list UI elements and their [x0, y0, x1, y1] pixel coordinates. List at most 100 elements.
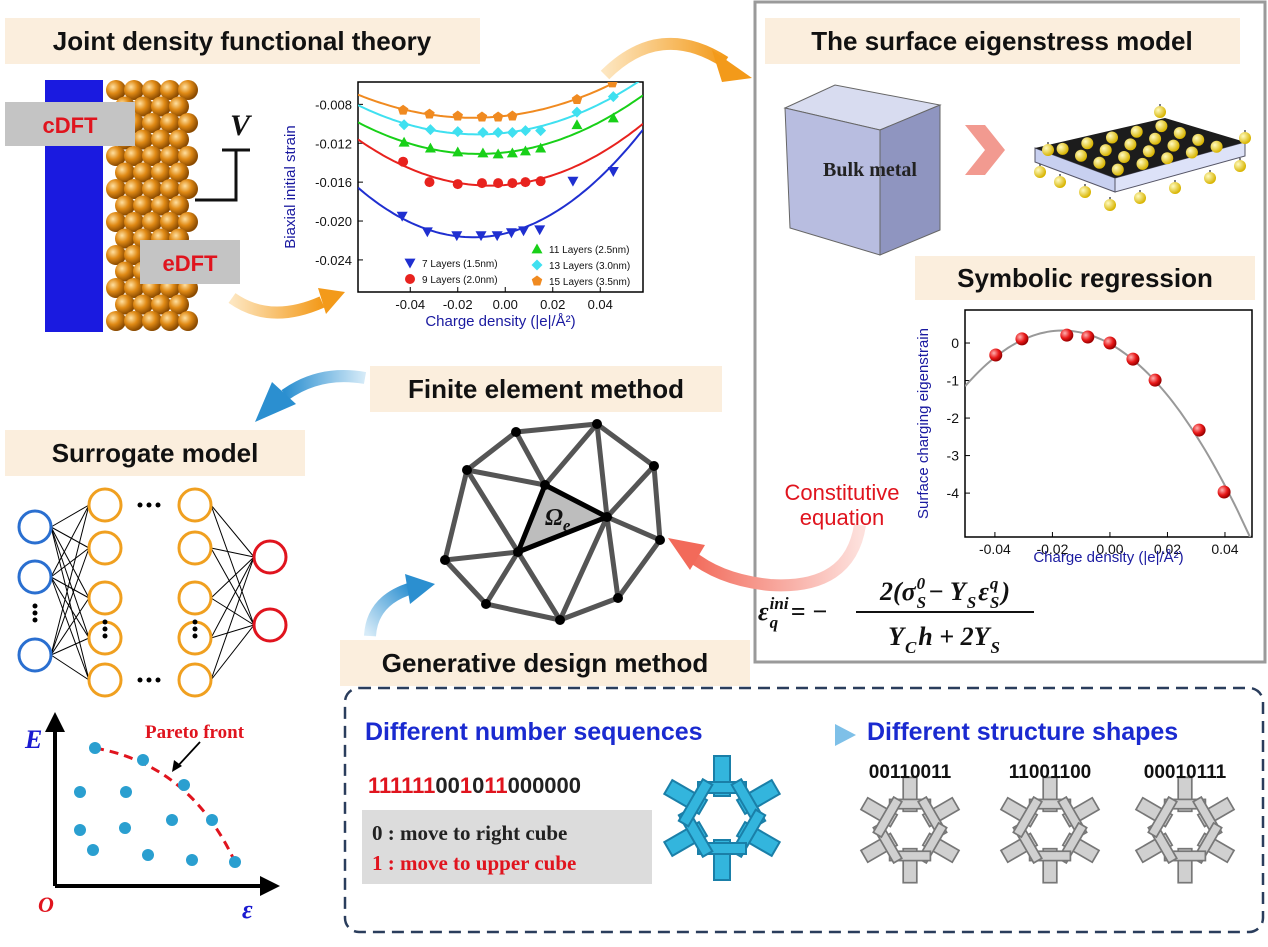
atom	[142, 212, 162, 232]
connection	[50, 504, 90, 528]
data-point	[421, 227, 433, 238]
sequence-part: 11	[484, 773, 507, 798]
element-label: Ωe	[545, 505, 571, 535]
data-point	[506, 147, 518, 158]
legend-marker	[531, 259, 543, 271]
data-point	[452, 146, 464, 157]
section-title: Symbolic regression	[957, 263, 1213, 293]
data-point	[397, 104, 409, 115]
data-point	[476, 111, 488, 122]
data-point	[507, 178, 518, 189]
atom	[169, 294, 189, 315]
data-point	[571, 94, 583, 104]
mesh	[442, 421, 663, 623]
connection	[210, 547, 255, 626]
data-point	[1015, 332, 1029, 346]
atom	[151, 129, 171, 150]
data-point	[571, 119, 583, 130]
data-point	[506, 127, 518, 139]
atom	[124, 179, 144, 199]
neuron	[252, 607, 288, 643]
data-point	[520, 177, 531, 188]
ellipsis-dot	[137, 677, 143, 683]
label-box	[5, 18, 480, 64]
voltage-label: V	[230, 109, 253, 142]
atom	[1234, 160, 1246, 172]
atom	[1130, 125, 1143, 138]
x-tick-label: 0.02	[540, 297, 565, 312]
data-point	[607, 82, 618, 88]
arrowhead	[318, 288, 345, 314]
constitutive-label: equation	[800, 505, 884, 530]
shape-code: 00110011	[869, 762, 952, 783]
ellipsis-dot	[102, 626, 108, 632]
atom	[178, 113, 198, 133]
y-tick-label: -4	[947, 485, 960, 501]
atom	[115, 195, 135, 216]
atom	[160, 113, 180, 133]
y-axis-title: Surface charging eigenstrain	[915, 328, 932, 519]
connection	[50, 576, 90, 681]
edft-label: eDFT	[163, 251, 219, 276]
arrow	[600, 37, 729, 80]
atom	[1173, 127, 1186, 139]
data-point	[493, 178, 504, 189]
atom	[106, 212, 126, 232]
connection	[210, 556, 255, 681]
formula-sup: 0	[917, 574, 926, 593]
atom	[106, 80, 126, 100]
connection	[210, 547, 255, 558]
data-point	[1060, 328, 1074, 342]
ellipsis-dot	[137, 502, 143, 508]
data-point	[424, 142, 436, 153]
ellipsis-dot	[155, 677, 161, 683]
atom	[124, 278, 144, 298]
formula-sub: q	[770, 613, 779, 632]
y-tick-label: -0.008	[315, 97, 352, 112]
data-point	[1217, 485, 1231, 499]
neuron	[252, 539, 288, 575]
data-point	[989, 348, 1003, 362]
charts: -0.04 -0.02 0.00 0.02 0.04 -0.008 -0.012 -0.016…	[282, 81, 1253, 566]
data-point	[451, 231, 463, 242]
atom	[1034, 166, 1046, 178]
data-point	[607, 112, 619, 123]
atom	[151, 294, 171, 315]
atom	[115, 162, 135, 183]
formula-sub: S	[990, 593, 999, 612]
ellipsis-dot	[32, 603, 38, 609]
data-point	[534, 225, 546, 236]
atom	[106, 146, 126, 166]
formula-text: )	[999, 577, 1010, 606]
sequence: 111111001011000000	[368, 773, 581, 798]
y-tick-label: 0	[951, 335, 959, 351]
x-tick-label: 0.02	[1154, 541, 1181, 557]
data-point	[452, 126, 464, 138]
rule: 0 : move to right cube	[372, 821, 567, 845]
y-tick-label: -3	[947, 448, 960, 464]
pareto-origin: O	[38, 892, 54, 917]
connection	[210, 556, 255, 639]
data-point	[492, 111, 504, 122]
shape-code: 11001100	[1009, 762, 1091, 783]
atom	[160, 311, 180, 331]
connection	[210, 504, 255, 558]
atom	[1154, 106, 1166, 118]
atom	[178, 212, 198, 232]
y-tick-label: -0.024	[315, 253, 352, 268]
y-tick-label: -1	[947, 373, 960, 389]
sequence-part: 111111	[368, 773, 435, 798]
data-point	[535, 142, 547, 153]
atom	[1054, 176, 1066, 188]
data-point	[424, 177, 435, 188]
data-point	[571, 106, 583, 118]
data-point	[1192, 423, 1206, 437]
atom	[1134, 192, 1146, 204]
atom	[106, 311, 126, 331]
data-point	[476, 178, 487, 189]
formula-sup: q	[990, 574, 999, 593]
circuit	[195, 148, 250, 202]
ellipsis-dot	[146, 502, 152, 508]
